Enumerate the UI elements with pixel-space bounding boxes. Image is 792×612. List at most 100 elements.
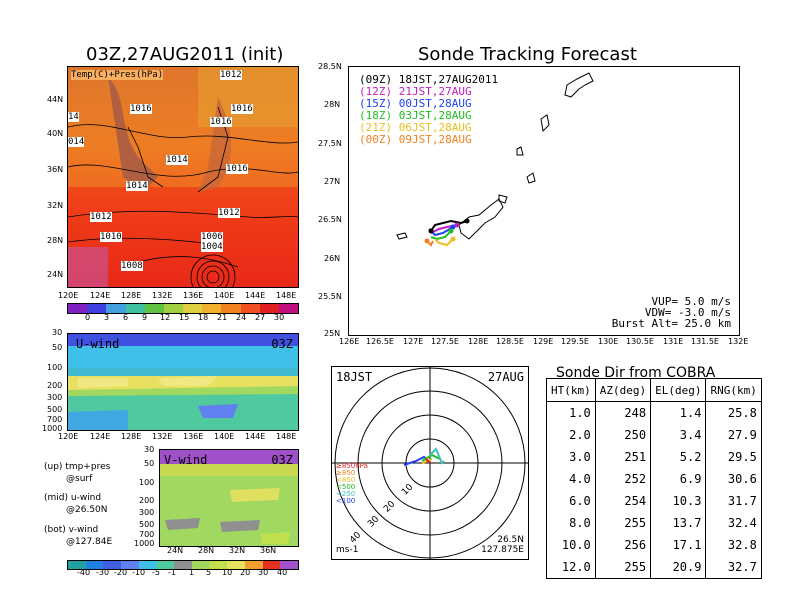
lon-tick: 128E bbox=[121, 291, 142, 300]
lat-tick: 36N bbox=[47, 165, 64, 174]
temp-scale-label: 24 bbox=[236, 313, 247, 322]
polar-date: 27AUG bbox=[487, 370, 524, 384]
lat-tick: 28N bbox=[47, 236, 64, 245]
lon-tick: 131E bbox=[663, 337, 684, 346]
pressure-tick: 500 bbox=[139, 520, 155, 529]
lon-tick: 128.5E bbox=[496, 337, 524, 346]
lat-tick: 40N bbox=[47, 129, 64, 138]
isobar-label: 1014 bbox=[126, 181, 148, 191]
wind-scale-label: 1 bbox=[189, 568, 195, 577]
u-wind-field bbox=[68, 334, 298, 430]
lon-tick: 129E bbox=[533, 337, 554, 346]
lat-tick: 28N bbox=[198, 546, 215, 555]
lat-tick: 24N bbox=[167, 546, 184, 555]
temp-scale-label: 15 bbox=[179, 313, 190, 322]
lon-tick: 140E bbox=[214, 432, 235, 441]
temp-scale-label: 18 bbox=[198, 313, 209, 322]
table-row: 12.0 255 20.9 32.7 bbox=[546, 556, 762, 579]
isobar-label: 1004 bbox=[201, 242, 223, 252]
lon-tick: 126.5E bbox=[366, 337, 394, 346]
isobar-label: 1006 bbox=[201, 232, 223, 242]
lat-tick: 28N bbox=[324, 100, 341, 109]
pressure-tick: 30 bbox=[52, 328, 63, 337]
polar-drawing bbox=[332, 367, 528, 559]
track-legend-entry: (12Z) 21JST,27AUG bbox=[359, 85, 472, 98]
lon-tick: 127.5E bbox=[431, 337, 459, 346]
lat-tick: 27N bbox=[324, 177, 341, 186]
isobar-label: 1016 bbox=[226, 164, 248, 174]
u-wind-time: 03Z bbox=[271, 337, 293, 351]
track-title: Sonde Tracking Forecast bbox=[418, 44, 637, 65]
wind-scale-label: 5 bbox=[206, 568, 212, 577]
wind-scale-label: 20 bbox=[240, 568, 251, 577]
lon-tick: 124E bbox=[90, 291, 111, 300]
level-entry: ≥850hPa bbox=[336, 462, 368, 470]
pressure-tick: 1000 bbox=[42, 424, 63, 433]
lon-tick: 130E bbox=[598, 337, 619, 346]
lon-tick: 132E bbox=[152, 432, 173, 441]
lon-tick: 129.5E bbox=[561, 337, 589, 346]
pressure-tick: 50 bbox=[52, 343, 63, 352]
lat-tick: 26N bbox=[324, 254, 341, 263]
lat-tick: 32N bbox=[47, 201, 64, 210]
temp-scale-label: 21 bbox=[217, 313, 228, 322]
sonde-dir-title: Sonde Dir from COBRA bbox=[556, 365, 716, 381]
pressure-tick: 100 bbox=[47, 363, 63, 372]
polar-plot: 18JST 27AUG ≥850hPa ≥850 <850 <500 <250 … bbox=[331, 366, 529, 560]
pressure-tick: 30 bbox=[144, 445, 155, 454]
left-map-title: 03Z,27AUG2011 (init) bbox=[86, 44, 284, 65]
column-header: EL(deg) bbox=[650, 378, 707, 402]
isobar-label: 1008 bbox=[121, 261, 143, 271]
lon-tick: 140E bbox=[214, 291, 235, 300]
lon-tick: 126E bbox=[339, 337, 360, 346]
wind-scale-label: 10 bbox=[222, 568, 233, 577]
table-row: 10.0 256 17.1 32.8 bbox=[546, 534, 762, 556]
level-entry: <250 bbox=[336, 490, 356, 498]
lat-tick: 32N bbox=[229, 546, 246, 555]
track-legend-entry: (09Z) 18JST,27AUG2011 bbox=[359, 73, 499, 86]
note-v-wind: (bot) v-wind @127.84E bbox=[44, 525, 113, 547]
lon-tick: 132E bbox=[728, 337, 749, 346]
wind-scale-label: -40 bbox=[77, 568, 91, 577]
lon-tick: 136E bbox=[183, 291, 204, 300]
pressure-tick: 300 bbox=[47, 393, 63, 402]
v-wind-label: V-wind bbox=[164, 453, 208, 467]
lat-tick: 36N bbox=[260, 546, 277, 555]
lat-tick: 28.5N bbox=[318, 62, 342, 71]
level-entry: <850 bbox=[336, 476, 356, 484]
temp-scale-label: 9 bbox=[142, 313, 148, 322]
lon-tick: 127E bbox=[403, 337, 424, 346]
table-row: 3.0 251 5.2 29.5 bbox=[546, 446, 762, 468]
column-header: HT(km) bbox=[546, 378, 596, 402]
surface-map: Temp(C)+Pres(hPa) 1012 1016 14 014 1016 … bbox=[67, 66, 299, 288]
wind-scale-label: 30 bbox=[258, 568, 269, 577]
wind-colorbar bbox=[67, 560, 299, 570]
table-row: 8.0 255 13.7 32.4 bbox=[546, 512, 762, 534]
level-entry: <100 bbox=[336, 497, 356, 505]
temp-scale-label: 30 bbox=[274, 313, 285, 322]
track-legend-entry: (00Z) 09JST,28AUG bbox=[359, 133, 472, 146]
pressure-tick: 500 bbox=[47, 405, 63, 414]
pressure-tick: 200 bbox=[47, 381, 63, 390]
isobar-label: 1012 bbox=[90, 212, 112, 222]
table-row: 2.0 250 3.4 27.9 bbox=[546, 424, 762, 446]
wind-scale-label: -1 bbox=[168, 568, 176, 577]
wind-scale-label: -10 bbox=[132, 568, 146, 577]
isobar-label: 1016 bbox=[210, 117, 232, 127]
track-legend-entry: (21Z) 06JST,28AUG bbox=[359, 121, 472, 134]
u-wind-panel: U-wind 03Z bbox=[67, 333, 299, 431]
v-wind-field bbox=[160, 450, 298, 546]
note-u-wind: (mid) u-wind @26.50N bbox=[44, 493, 108, 515]
polar-time: 18JST bbox=[336, 370, 373, 384]
lon-tick: 132E bbox=[152, 291, 173, 300]
surface-map-field bbox=[68, 67, 298, 287]
temp-scale-label: 12 bbox=[160, 313, 171, 322]
polar-unit: ms-1 bbox=[336, 545, 359, 555]
lat-tick: 27.5N bbox=[318, 139, 342, 148]
table-header-row: HT(km) AZ(deg) EL(deg) RNG(km) bbox=[546, 378, 762, 402]
isobar-label: 1010 bbox=[100, 232, 122, 242]
column-header: RNG(km) bbox=[705, 378, 762, 402]
pressure-tick: 700 bbox=[47, 415, 63, 424]
temp-scale-label: 0 bbox=[85, 313, 91, 322]
lon-tick: 144E bbox=[245, 291, 266, 300]
